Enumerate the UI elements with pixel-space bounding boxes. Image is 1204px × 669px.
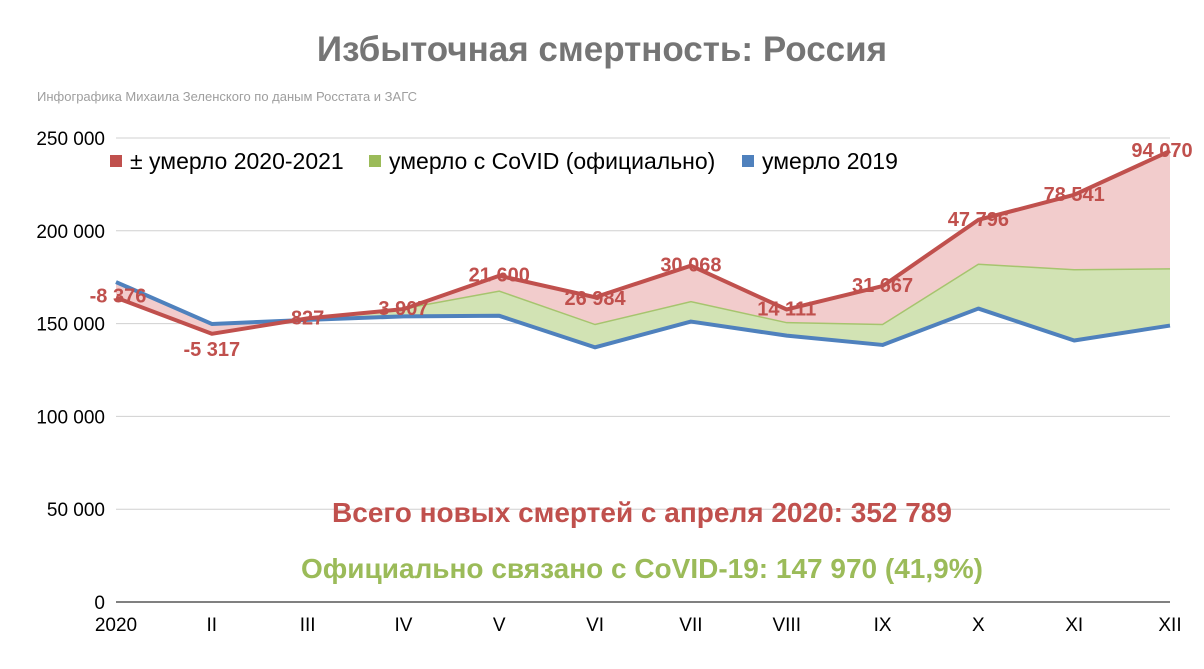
- data-label: 94 070: [1131, 140, 1192, 162]
- legend: ± умерло 2020-2021 умерло с CoVID (официа…: [110, 148, 898, 174]
- data-label: 31 667: [852, 275, 913, 297]
- data-label: 3 907: [378, 298, 428, 320]
- legend-label: умерло с CoVID (официально): [389, 148, 715, 174]
- y-tick-label: 50 000: [47, 500, 105, 521]
- chart-title: Избыточная смертность: Россия: [316, 30, 888, 69]
- data-label: 78 541: [1044, 184, 1105, 206]
- legend-swatch: [110, 155, 122, 167]
- y-tick-label: 200 000: [36, 222, 105, 243]
- x-tick-label: IV: [394, 615, 412, 636]
- y-axis-ticks: 0 50 000 100 000 150 000 200 000 250 000: [36, 129, 105, 614]
- x-tick-label: IX: [874, 615, 892, 636]
- covid-deaths-area: [116, 264, 1170, 348]
- y-tick-label: 150 000: [36, 315, 105, 336]
- series-lines: [115, 149, 1171, 350]
- x-tick-label: VIII: [772, 615, 801, 636]
- x-tick-label: III: [300, 615, 316, 636]
- chart-subtitle: Инфографика Михаила Зеленского по даным …: [37, 89, 418, 104]
- data-label: 827: [291, 307, 324, 329]
- data-label: -5 317: [183, 339, 240, 361]
- summary-covid-deaths: Официально связано с CoVID-19: 147 970 (…: [301, 553, 983, 584]
- data-label: 47 796: [948, 209, 1009, 231]
- summary-total-deaths: Всего новых смертей с апреля 2020: 352 7…: [332, 497, 952, 528]
- area-fills: [116, 150, 1170, 348]
- x-tick-label: 2020: [95, 615, 137, 636]
- x-tick-label: X: [972, 615, 985, 636]
- series-line-2020-2021: [115, 149, 1171, 336]
- x-tick-label: XII: [1158, 615, 1181, 636]
- legend-swatch: [742, 155, 754, 167]
- x-tick-label: XI: [1065, 615, 1083, 636]
- data-label: 14 111: [757, 298, 816, 320]
- grid-lines: [116, 137, 1170, 603]
- y-tick-label: 250 000: [36, 129, 105, 150]
- data-labels: -8 376 -5 317 827 3 907 21 600 26 984 30 068 14…: [90, 140, 1193, 361]
- x-tick-label: V: [493, 615, 506, 636]
- x-tick-label: VII: [679, 615, 702, 636]
- legend-label: умерло 2019: [762, 148, 898, 174]
- y-tick-label: 100 000: [36, 407, 105, 428]
- y-tick-label: 0: [94, 593, 105, 614]
- x-tick-label: VI: [586, 615, 604, 636]
- data-label: 21 600: [469, 265, 530, 287]
- data-label: -8 376: [90, 286, 147, 308]
- legend-label: ± умерло 2020-2021: [130, 148, 344, 174]
- data-label: 30 068: [660, 255, 721, 277]
- x-axis-ticks: 2020 II III IV V VI VII VIII IX X XI XII: [95, 615, 1182, 636]
- excess-deaths-area: [116, 150, 1170, 334]
- x-tick-label: II: [207, 615, 218, 636]
- legend-swatch: [369, 155, 381, 167]
- data-label: 26 984: [565, 288, 627, 310]
